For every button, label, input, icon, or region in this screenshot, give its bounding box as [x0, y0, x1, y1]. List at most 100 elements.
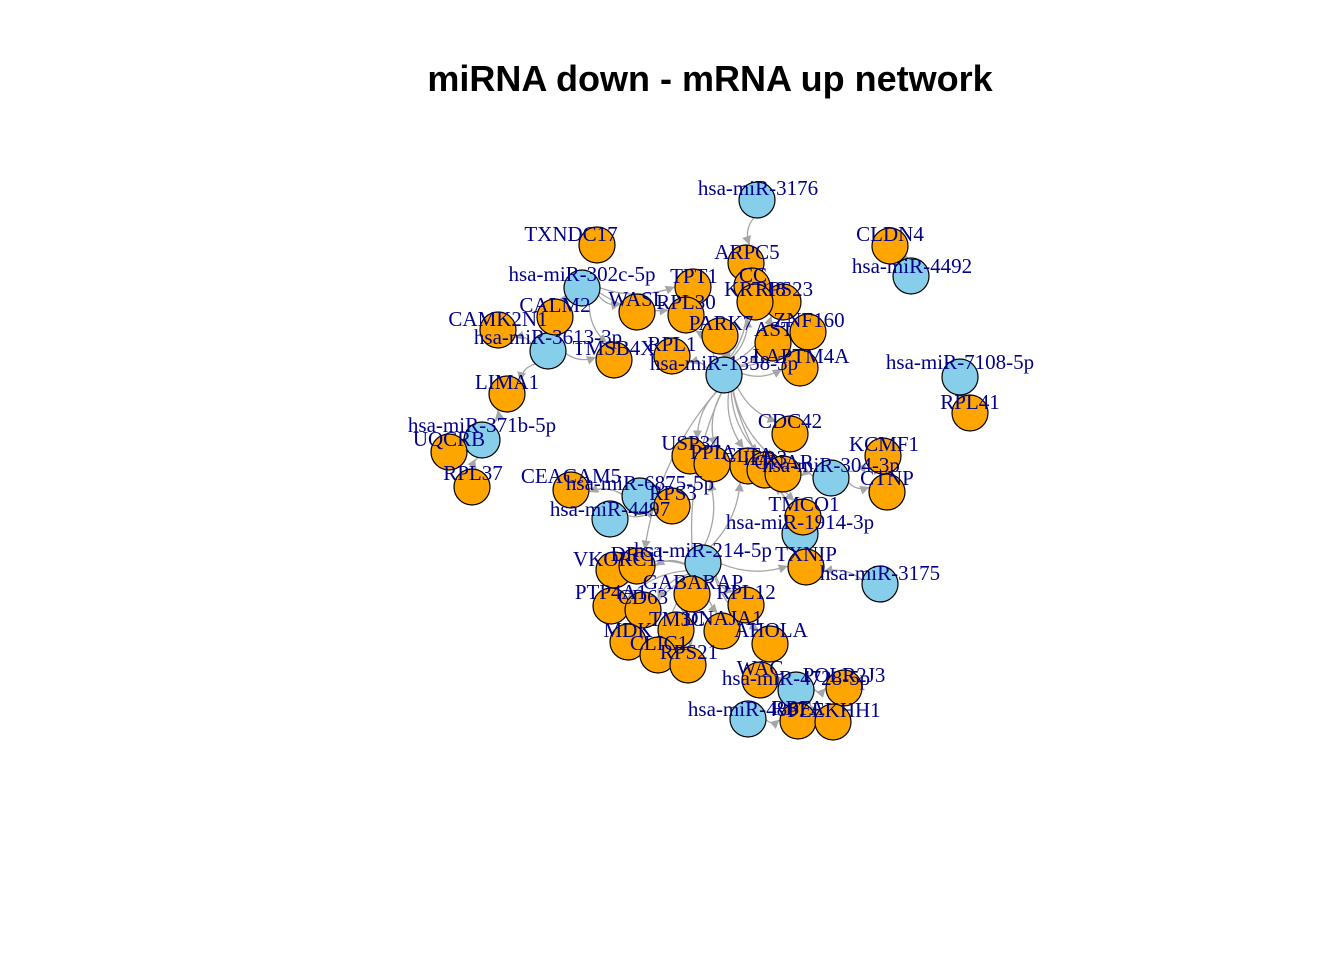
- node-label-g29: GNAR: [754, 450, 814, 474]
- mrna-node-g32: [653, 487, 691, 525]
- edge-m214-g27: [710, 482, 744, 548]
- node-label-g28: IER3: [743, 446, 787, 470]
- node-label-g25: USP34: [661, 431, 721, 455]
- node-label-m214: hsa-miR-214-5p: [634, 538, 772, 562]
- label-layer: hsa-miR-3176 hsa-miR-4492 hsa-miR-302c-5p h…: [408, 176, 1034, 722]
- mrna-node-g11: [479, 311, 517, 349]
- node-label-g44: RPS21: [660, 640, 718, 664]
- mrna-node-g46: [741, 661, 779, 699]
- edge-m304-g29: [801, 466, 814, 477]
- mrna-node-g30: [552, 471, 590, 509]
- mrna-node-g2: [871, 227, 909, 265]
- edge-m214-g26: [704, 482, 717, 546]
- node-label-g3: ARPC5: [714, 240, 779, 264]
- mrna-node-g21: [453, 468, 491, 506]
- edge-m1358-g22: [736, 386, 777, 423]
- edge-m214-g35: [655, 557, 686, 566]
- node-label-g45: AHOLA: [734, 618, 808, 642]
- edge-mB2-g32: [627, 509, 655, 519]
- edge-m3613-g18: [517, 363, 536, 382]
- mrna-node-g7: [736, 283, 774, 321]
- mrna-node-g45: [751, 625, 789, 663]
- edge-m214-g33: [720, 563, 788, 574]
- node-label-g18: LIMA1: [475, 370, 539, 394]
- node-label-g42: DNAJA1: [683, 606, 762, 630]
- edge-m1358-g35: [641, 390, 718, 550]
- node-label-g9: WASL: [608, 287, 665, 311]
- mrna-node-g20: [430, 433, 468, 471]
- mrna-node-g14: [754, 324, 792, 362]
- node-label-g24: CTNP: [860, 466, 914, 490]
- node-label-m371b: hsa-miR-371b-5p: [408, 413, 556, 437]
- mrna-node-g9: [618, 293, 656, 331]
- node-label-g27: CLTA: [722, 443, 774, 467]
- edge-m302c-g9: [597, 294, 621, 311]
- mirna-node-m3175: [861, 565, 899, 603]
- node-label-g7: KRT18: [724, 277, 786, 301]
- edge-m3176-g3: [742, 217, 755, 246]
- mrna-node-g35: [618, 547, 656, 585]
- edge-m371b-g18: [490, 409, 504, 425]
- mrna-node-g10: [667, 296, 705, 334]
- node-label-g6: RPS23: [755, 277, 813, 301]
- mrna-node-g42: [703, 612, 741, 650]
- edge-m1358-g14: [739, 352, 758, 366]
- mirna-node-m4492: [892, 257, 930, 295]
- node-label-g30: CEACAM5: [521, 464, 621, 488]
- mrna-node-g47: [825, 669, 863, 707]
- mrna-node-g36: [673, 575, 711, 613]
- node-label-m3175: hsa-miR-3175: [820, 561, 940, 585]
- node-label-g34: VKORC1: [573, 547, 657, 571]
- node-label-g4: TPT1: [670, 264, 718, 288]
- node-label-m302c: hsa-miR-302c-5p: [509, 262, 656, 286]
- mrna-node-g22: [771, 415, 809, 453]
- node-label-g37: PTP4A1: [575, 580, 647, 604]
- node-label-g31: TMCO1: [768, 492, 839, 516]
- node-label-m1358: hsa-miR-1358-3p: [650, 351, 798, 375]
- node-label-g2: CLDN4: [856, 222, 924, 246]
- node-label-m3613: hsa-miR-3613-3p: [474, 325, 622, 349]
- node-label-g15: TMSB4X: [573, 336, 656, 360]
- edge-m214-g39: [715, 575, 734, 595]
- mrna-node-g17: [781, 349, 819, 387]
- mirna-node-mBot: [729, 700, 767, 738]
- mrna-node-g44: [669, 646, 707, 684]
- mirna-node-m371b: [463, 421, 501, 459]
- node-label-g38: CD63: [618, 585, 668, 609]
- node-label-g23: KCMF1: [849, 432, 919, 456]
- mrna-node-g24: [868, 473, 906, 511]
- node-label-g47: POLR2J3: [803, 663, 886, 687]
- edge-m1358-g27: [727, 392, 744, 449]
- node-label-g26: PPIA: [690, 440, 736, 464]
- node-label-g32: RPS3: [649, 481, 697, 505]
- node-label-m304: hsa-miR-304-3p: [762, 453, 900, 477]
- node-label-g10: RPL30: [656, 290, 716, 314]
- mrna-node-g16: [653, 337, 691, 375]
- node-label-g41: MDK: [603, 618, 652, 642]
- node-label-g13: ZNF160: [773, 308, 844, 332]
- node-layer: [430, 181, 989, 741]
- node-label-g46: WAC: [737, 656, 784, 680]
- edge-m3175-g33: [823, 565, 863, 581]
- mirna-node-m3176: [738, 181, 776, 219]
- mirna-node-mB2: [591, 500, 629, 538]
- node-label-g16: RPL1: [647, 332, 696, 356]
- mirna-node-m7108: [941, 358, 979, 396]
- mrna-node-g13: [789, 313, 827, 351]
- edge-m1358-g17: [741, 369, 782, 378]
- node-label-g19: RPL41: [940, 390, 1000, 414]
- mrna-node-g49: [814, 703, 852, 741]
- mirna-node-m1358: [705, 356, 743, 394]
- edge-m4728-g49: [808, 701, 820, 715]
- mrna-node-g19: [951, 394, 989, 432]
- node-label-g49: PLEKHH1: [787, 698, 880, 722]
- node-label-m3176: hsa-miR-3176: [698, 176, 818, 200]
- node-label-g17: LAPTM4A: [753, 344, 851, 368]
- edge-m3613-g11: [514, 330, 532, 345]
- edge-m3613-g15: [565, 352, 597, 365]
- node-label-g12: PARK7: [689, 311, 754, 335]
- mrna-node-g15: [595, 341, 633, 379]
- edge-m1358-g7: [730, 318, 753, 359]
- mrna-node-g31: [784, 498, 822, 536]
